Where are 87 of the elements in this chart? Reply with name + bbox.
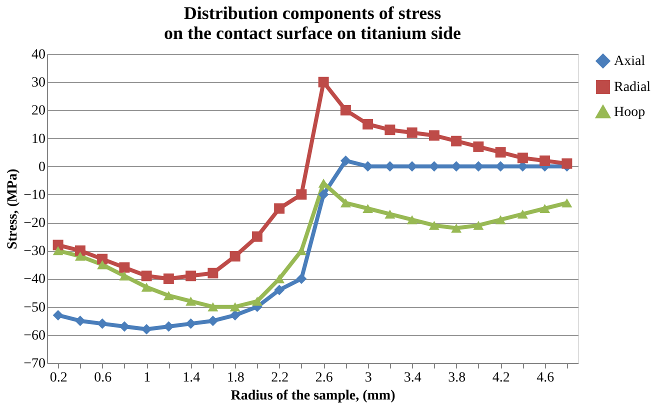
y-tick-label: −50 <box>24 300 46 316</box>
point <box>208 302 218 312</box>
point <box>186 296 196 306</box>
point <box>296 189 307 200</box>
point <box>52 246 64 256</box>
point <box>74 252 86 261</box>
y-tick-label: 40 <box>32 48 46 62</box>
point <box>340 156 351 166</box>
point <box>97 260 108 270</box>
point <box>318 76 329 88</box>
y-tick-label: −30 <box>24 244 46 260</box>
point <box>296 246 307 256</box>
x-tick-label: 1.8 <box>226 370 244 386</box>
point <box>97 254 108 264</box>
x-tick-label: 3 <box>364 370 372 386</box>
point <box>517 152 528 164</box>
y-tick-label: 20 <box>32 104 46 119</box>
point <box>230 310 240 320</box>
point <box>230 251 240 262</box>
x-tick-label: 4.2 <box>492 370 510 386</box>
point <box>451 224 462 233</box>
x-axis-title: Radius of the sample, (mm) <box>230 388 396 404</box>
point <box>97 318 108 329</box>
legend-label: Radial <box>614 80 651 95</box>
point <box>384 210 396 219</box>
point <box>186 270 196 282</box>
point <box>163 291 174 300</box>
point <box>163 273 174 284</box>
y-tick-label: −40 <box>24 272 46 288</box>
point <box>119 271 130 280</box>
x-tick-label: 2.2 <box>271 370 289 386</box>
point <box>451 136 462 146</box>
point <box>252 296 262 306</box>
x-tick-label: 3.8 <box>448 370 466 386</box>
point <box>473 141 484 152</box>
point <box>52 310 64 320</box>
point <box>340 104 351 116</box>
y-tick-label: 0 <box>38 160 46 175</box>
x-tick-label: 4.6 <box>536 370 554 386</box>
point <box>517 210 528 219</box>
point <box>74 245 86 256</box>
point <box>540 156 550 166</box>
point <box>362 204 374 214</box>
x-tick-label: 1 <box>144 370 151 386</box>
chart-title: Distribution components of stress on the contact surface on titanium side <box>164 3 461 43</box>
point <box>362 118 374 130</box>
x-tick-label: 3.4 <box>404 370 422 386</box>
point <box>186 318 196 329</box>
point <box>495 215 506 224</box>
point <box>296 273 307 284</box>
x-tick-label: 0.6 <box>94 370 112 386</box>
y-axis-title: Stress, (MPa) <box>6 168 21 250</box>
point <box>406 127 418 138</box>
point <box>74 316 86 326</box>
x-tick-label: 1.4 <box>182 370 200 386</box>
point <box>562 158 572 169</box>
y-tick-label: 30 <box>32 76 46 91</box>
point <box>406 215 418 224</box>
y-tick-label: −10 <box>24 188 46 203</box>
point <box>141 270 152 282</box>
y-tick-label: −60 <box>24 328 46 344</box>
legend-label: Hoop <box>614 105 646 120</box>
point <box>473 220 484 230</box>
point <box>208 268 218 278</box>
point <box>230 302 240 312</box>
point <box>428 130 440 141</box>
y-tick-label: −20 <box>24 216 46 232</box>
point <box>119 321 130 332</box>
point <box>141 324 152 335</box>
point <box>540 204 550 214</box>
point <box>384 124 396 136</box>
point <box>119 262 130 273</box>
point <box>141 282 152 292</box>
point <box>495 147 506 158</box>
point <box>428 220 440 230</box>
point <box>252 231 262 242</box>
x-tick-label: 2.6 <box>315 370 333 386</box>
legend-label: Axial <box>614 54 646 69</box>
point <box>562 198 572 208</box>
y-tick-label: 10 <box>32 132 46 147</box>
point <box>208 316 218 326</box>
x-tick-label: 0.2 <box>50 370 68 386</box>
point <box>274 203 285 214</box>
point <box>340 198 351 208</box>
point <box>274 284 285 296</box>
y-tick-label: −70 <box>24 356 46 372</box>
point <box>318 189 329 200</box>
